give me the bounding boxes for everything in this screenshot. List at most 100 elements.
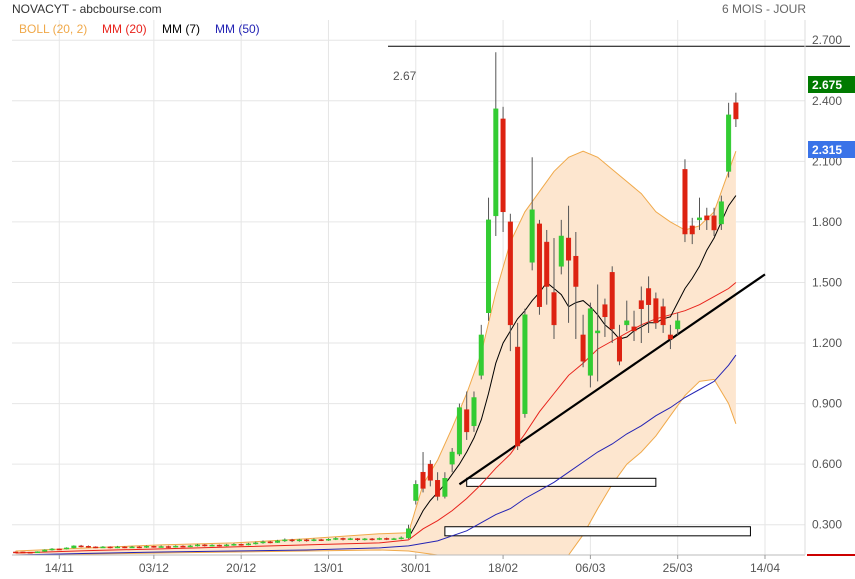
- x-tick-label: 13/01: [313, 561, 343, 575]
- x-tick-label: 18/02: [488, 561, 518, 575]
- candle-up: [71, 545, 77, 549]
- support-box: [444, 526, 751, 537]
- candle-down: [566, 237, 572, 261]
- high-badge-bg: [808, 76, 855, 93]
- y-tick-label: 0.900: [812, 397, 842, 411]
- candle-up: [675, 320, 681, 330]
- candle-up: [558, 235, 564, 267]
- candle-down: [85, 546, 91, 548]
- candle-down: [304, 539, 310, 542]
- candle-down: [435, 480, 441, 497]
- candle-down: [515, 346, 521, 447]
- candle-down: [704, 215, 710, 221]
- y-tick-label: 0.600: [812, 457, 842, 471]
- candle-up: [144, 546, 150, 548]
- y-tick-label: 1.500: [812, 275, 842, 289]
- candle-up: [456, 407, 462, 455]
- candle-up: [100, 546, 106, 549]
- candle-down: [202, 544, 208, 547]
- candle-up: [253, 542, 259, 545]
- candle-down: [602, 304, 608, 318]
- candle-up: [595, 330, 601, 334]
- candle-down: [689, 225, 695, 235]
- candle-up: [362, 538, 368, 541]
- candle-up: [187, 545, 193, 548]
- x-tick-label: 30/01: [401, 561, 431, 575]
- candle-down: [20, 551, 26, 554]
- candle-down: [711, 215, 717, 231]
- candle-down: [682, 169, 688, 235]
- candle-down: [646, 288, 652, 305]
- candle-down: [93, 546, 99, 549]
- candle-up: [224, 544, 230, 547]
- candle-down: [580, 334, 586, 362]
- candle-down: [667, 334, 673, 340]
- candle-down: [289, 539, 295, 542]
- candle-down: [56, 548, 62, 551]
- candle-down: [660, 306, 666, 326]
- candle-up: [405, 528, 412, 539]
- candle-up: [195, 544, 201, 547]
- candle-down: [384, 538, 390, 540]
- candle-down: [616, 336, 622, 362]
- candle-up: [697, 217, 703, 221]
- support-box: [466, 477, 657, 487]
- candle-down: [733, 102, 739, 120]
- candle-up: [42, 549, 48, 552]
- x-tick-label: 14/11: [45, 561, 74, 575]
- candle-down: [13, 551, 19, 554]
- candle-up: [347, 538, 353, 540]
- y-tick-label: 1.800: [812, 215, 842, 229]
- high-price-badge: 2.675: [808, 76, 855, 93]
- candle-down: [216, 544, 222, 547]
- candle-down: [536, 223, 542, 307]
- annotations: [388, 45, 850, 537]
- candle-down: [180, 545, 186, 548]
- candle-up: [275, 540, 281, 543]
- candle-up: [114, 546, 120, 549]
- candle-up: [391, 538, 397, 540]
- legend-mm7: MM (7): [162, 22, 200, 36]
- candle-up: [413, 484, 419, 501]
- legend-mm20: MM (20): [102, 22, 147, 36]
- candle-up: [64, 547, 70, 550]
- mm7-line: [408, 195, 737, 539]
- high-badge-text: 2.675: [812, 78, 842, 92]
- candle-down: [653, 298, 659, 324]
- candle-down: [507, 221, 513, 326]
- candle-up: [325, 539, 331, 541]
- bollinger-fill: [15, 151, 736, 555]
- candle-up: [522, 314, 528, 414]
- candle-down: [27, 551, 33, 554]
- last-badge-bg: [808, 141, 855, 158]
- candle-down: [369, 538, 375, 541]
- candle-down: [551, 292, 557, 326]
- candle-down: [500, 118, 506, 213]
- x-tick-label: 25/03: [663, 561, 693, 575]
- candle-up: [173, 545, 179, 548]
- candle-up: [333, 538, 339, 540]
- candle-up: [129, 546, 135, 549]
- candle-up: [624, 320, 630, 326]
- candle-up: [587, 308, 593, 376]
- candle-down: [638, 300, 644, 309]
- candle-down: [107, 546, 113, 549]
- candle-up: [34, 551, 40, 554]
- candle-up: [245, 543, 251, 546]
- candle-down: [122, 546, 128, 549]
- candle-down: [340, 538, 346, 540]
- candle-down: [136, 546, 142, 549]
- mm20-line: [15, 282, 737, 554]
- x-tick-label: 20/12: [226, 561, 256, 575]
- candle-up: [282, 539, 288, 542]
- candle-up: [529, 209, 535, 263]
- last-badge-text: 2.315: [812, 143, 842, 157]
- candle-down: [609, 272, 615, 330]
- candle-up: [49, 548, 55, 551]
- candle-up: [449, 451, 455, 465]
- candle-up: [158, 546, 164, 548]
- axes: 0.3000.6000.9001.2001.5001.8002.1002.400…: [12, 20, 855, 575]
- candle-down: [78, 545, 84, 548]
- y-tick-label: 2.700: [812, 33, 842, 47]
- last-price-badge: 2.315: [808, 141, 855, 158]
